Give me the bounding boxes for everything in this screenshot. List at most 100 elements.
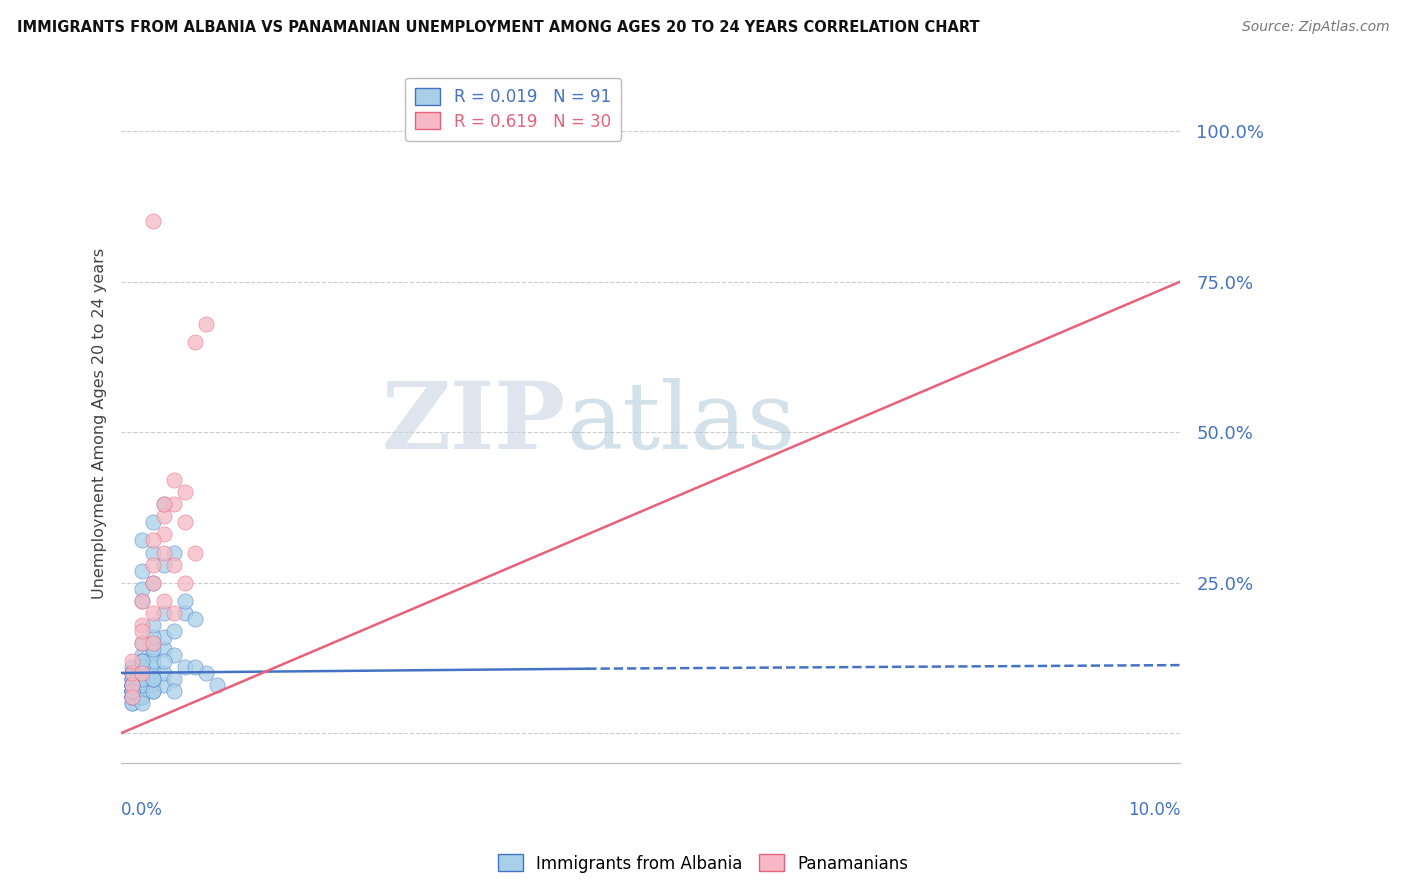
Point xyxy=(152,665,174,680)
Point xyxy=(131,624,153,638)
Point xyxy=(142,684,165,698)
Point xyxy=(131,684,153,698)
Point xyxy=(121,678,143,692)
Point xyxy=(163,606,186,620)
Point xyxy=(121,684,143,698)
Point xyxy=(142,665,165,680)
Point xyxy=(152,593,174,607)
Point xyxy=(142,641,165,656)
Text: IMMIGRANTS FROM ALBANIA VS PANAMANIAN UNEMPLOYMENT AMONG AGES 20 TO 24 YEARS COR: IMMIGRANTS FROM ALBANIA VS PANAMANIAN UN… xyxy=(17,20,980,35)
Point xyxy=(142,575,165,590)
Point xyxy=(173,485,195,500)
Point xyxy=(142,678,165,692)
Point xyxy=(142,672,165,686)
Point xyxy=(142,636,165,650)
Point xyxy=(121,684,143,698)
Point xyxy=(142,516,165,530)
Point xyxy=(152,654,174,668)
Point xyxy=(121,696,143,710)
Point xyxy=(142,648,165,662)
Point xyxy=(131,660,153,674)
Point xyxy=(152,527,174,541)
Point xyxy=(121,684,143,698)
Point xyxy=(131,660,153,674)
Point xyxy=(205,678,228,692)
Point xyxy=(131,533,153,548)
Point xyxy=(152,545,174,559)
Point xyxy=(131,665,153,680)
Point xyxy=(163,624,186,638)
Point xyxy=(131,636,153,650)
Point xyxy=(152,497,174,511)
Point xyxy=(131,672,153,686)
Point xyxy=(152,509,174,524)
Point xyxy=(131,593,153,607)
Point xyxy=(152,606,174,620)
Point xyxy=(173,593,195,607)
Y-axis label: Unemployment Among Ages 20 to 24 years: Unemployment Among Ages 20 to 24 years xyxy=(93,247,107,599)
Point xyxy=(131,654,153,668)
Point xyxy=(121,665,143,680)
Point xyxy=(194,665,217,680)
Point xyxy=(163,672,186,686)
Point xyxy=(121,665,143,680)
Point xyxy=(184,334,207,349)
Point xyxy=(121,696,143,710)
Point xyxy=(142,575,165,590)
Point xyxy=(142,636,165,650)
Point xyxy=(131,678,153,692)
Point xyxy=(121,684,143,698)
Point xyxy=(121,690,143,704)
Point xyxy=(131,564,153,578)
Point xyxy=(131,690,153,704)
Point xyxy=(142,630,165,644)
Point xyxy=(173,606,195,620)
Point xyxy=(142,617,165,632)
Point xyxy=(142,606,165,620)
Point xyxy=(142,672,165,686)
Point xyxy=(173,575,195,590)
Point xyxy=(121,654,143,668)
Text: Source: ZipAtlas.com: Source: ZipAtlas.com xyxy=(1241,20,1389,34)
Point xyxy=(173,660,195,674)
Point xyxy=(173,516,195,530)
Point xyxy=(142,533,165,548)
Point xyxy=(121,665,143,680)
Point xyxy=(142,545,165,559)
Point xyxy=(131,617,153,632)
Text: ZIP: ZIP xyxy=(382,378,567,468)
Legend: R = 0.019   N = 91, R = 0.619   N = 30: R = 0.019 N = 91, R = 0.619 N = 30 xyxy=(405,78,621,141)
Point xyxy=(152,678,174,692)
Point xyxy=(131,678,153,692)
Point xyxy=(131,696,153,710)
Point xyxy=(121,684,143,698)
Point xyxy=(131,648,153,662)
Text: 0.0%: 0.0% xyxy=(121,801,163,819)
Point xyxy=(121,672,143,686)
Point xyxy=(184,545,207,559)
Point xyxy=(142,654,165,668)
Point xyxy=(163,648,186,662)
Point xyxy=(142,684,165,698)
Point xyxy=(121,678,143,692)
Point xyxy=(131,665,153,680)
Point xyxy=(121,678,143,692)
Point xyxy=(163,497,186,511)
Text: atlas: atlas xyxy=(567,378,796,468)
Text: 10.0%: 10.0% xyxy=(1128,801,1181,819)
Point xyxy=(131,636,153,650)
Point xyxy=(121,672,143,686)
Point xyxy=(131,678,153,692)
Point xyxy=(184,660,207,674)
Point xyxy=(142,672,165,686)
Point xyxy=(121,665,143,680)
Point xyxy=(142,660,165,674)
Point xyxy=(121,678,143,692)
Point xyxy=(131,654,153,668)
Point xyxy=(121,684,143,698)
Point xyxy=(152,641,174,656)
Point xyxy=(163,473,186,487)
Point xyxy=(121,690,143,704)
Point xyxy=(121,690,143,704)
Point xyxy=(142,558,165,572)
